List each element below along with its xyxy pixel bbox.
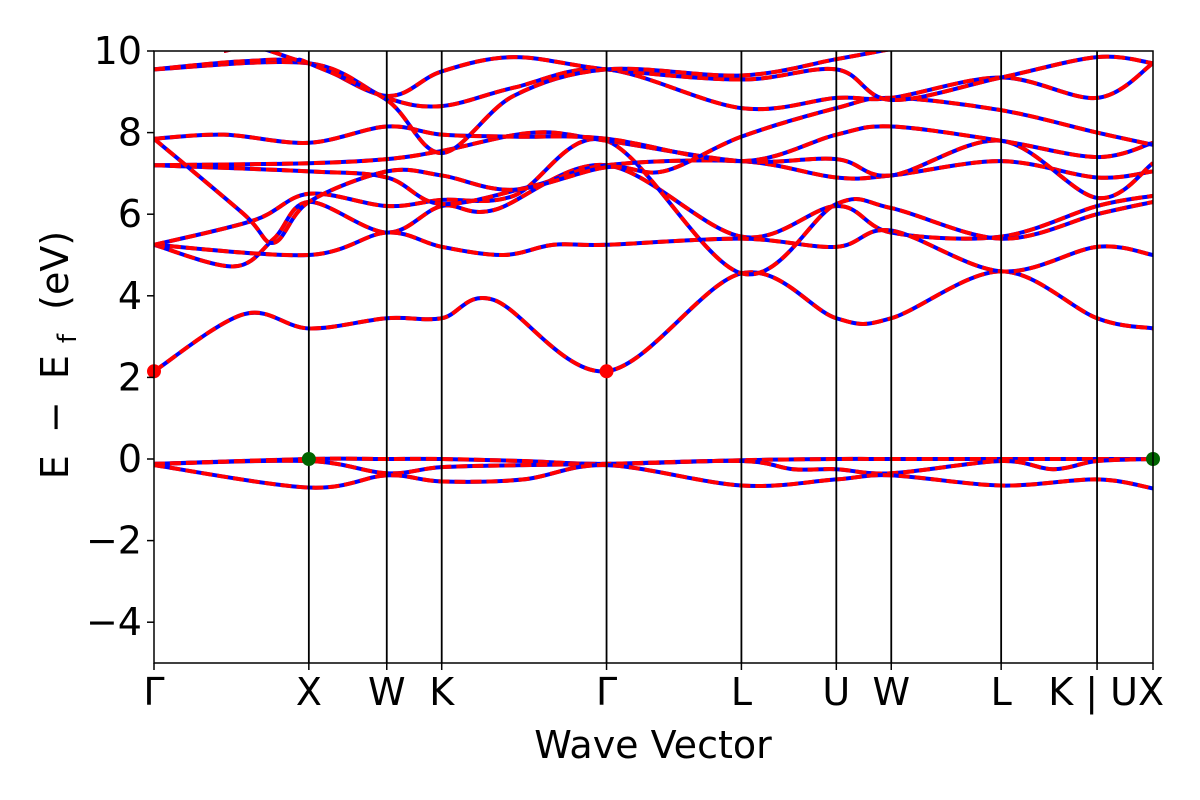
x-tick-label: L [991, 670, 1012, 714]
band-line-fit [154, 95, 1153, 245]
y-axis-label: E − E f (eV) [33, 231, 85, 479]
y-tick-label: 6 [118, 192, 142, 236]
y-tick-label: −2 [86, 519, 142, 563]
x-tick-label: U [822, 670, 850, 714]
band-line-fit [154, 130, 1153, 200]
y-axis-label-e2: E [33, 355, 77, 379]
x-tick-label: W [368, 670, 406, 714]
vbm-marker [301, 452, 316, 466]
plot-frame [153, 50, 1154, 664]
x-tick-label: L [731, 670, 752, 714]
y-tick-label: 2 [118, 355, 142, 399]
band-line-fit [154, 457, 1153, 476]
x-tick-label: X [1138, 670, 1164, 714]
cbm-marker [599, 364, 614, 379]
y-ticks-layer: −4 −2 0 2 4 6 8 10 [86, 29, 154, 644]
y-axis-label-sub: f [53, 333, 83, 343]
band-line-fit [154, 124, 1153, 164]
band-line-fit [223, 51, 892, 156]
x-tick-label: X [296, 670, 322, 714]
band-line-fit [154, 158, 1153, 207]
y-axis-label-minus: − [33, 401, 77, 433]
x-axis-label: Wave Vector [534, 723, 772, 767]
y-axis-label-e1: E [33, 455, 77, 479]
y-tick-label: 0 [118, 437, 142, 481]
y-tick-label: 10 [94, 29, 142, 73]
y-tick-label: 4 [118, 274, 142, 318]
x-tick-label: K [429, 670, 455, 714]
kpoint-lines-layer [307, 51, 1098, 663]
x-tick-label: W [872, 670, 910, 714]
x-tick-label: Γ [596, 670, 617, 714]
y-axis-label-unit: (eV) [33, 231, 77, 310]
y-tick-label: 8 [118, 111, 142, 155]
x-tick-label: K | U [1048, 670, 1138, 715]
x-tick-label: Γ [143, 670, 164, 714]
y-tick-label: −4 [86, 600, 142, 644]
